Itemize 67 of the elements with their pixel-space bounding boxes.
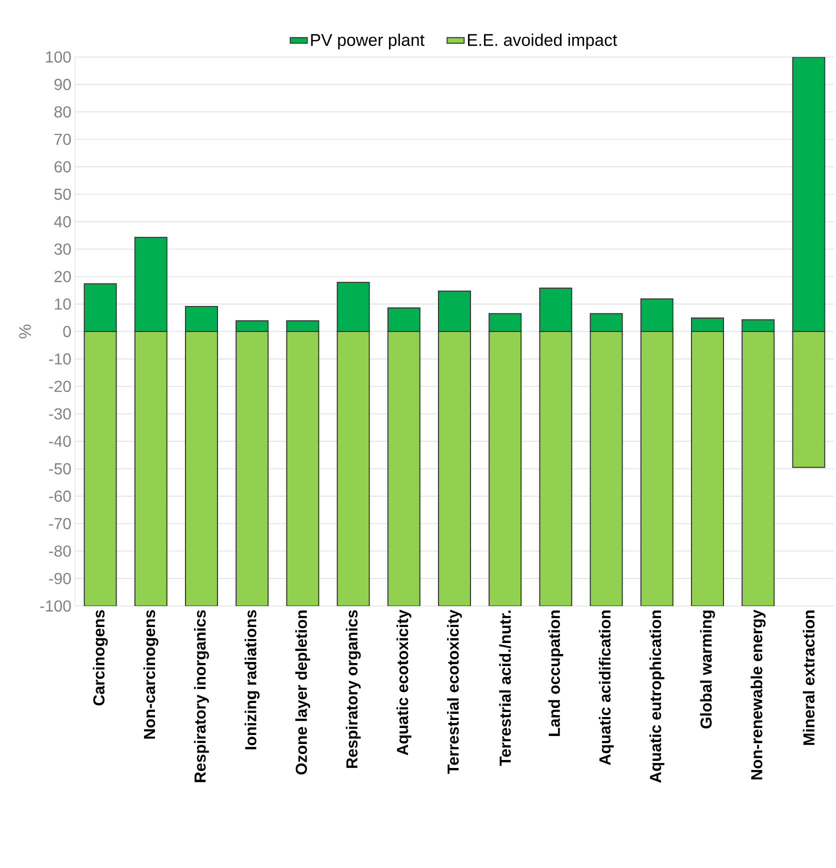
y-tick-label: 30 <box>54 244 71 255</box>
legend-label: E.E. avoided impact <box>468 34 618 50</box>
bar <box>84 331 116 606</box>
y-tick-label: -10 <box>49 353 71 365</box>
y-tick-label: 70 <box>54 134 71 145</box>
bar <box>792 56 826 332</box>
y-tick-label: -100 <box>40 600 71 612</box>
bar <box>540 331 572 606</box>
y-tick-label: 80 <box>54 106 71 118</box>
bar <box>185 306 218 332</box>
bar <box>134 236 168 332</box>
bar <box>488 313 522 332</box>
y-tick-label: -70 <box>49 518 71 530</box>
x-tick-label: Non-renewable energy <box>750 610 766 780</box>
x-tick-label: Land occupation <box>548 610 564 736</box>
y-tick-label: 40 <box>54 216 71 228</box>
bar <box>691 318 724 332</box>
bar <box>186 331 218 606</box>
x-tick-label: Carcinogens <box>92 610 108 706</box>
x-tick-label: Respiratory inorganics <box>194 610 209 782</box>
x-tick-label: Non-carcinogens <box>143 610 158 739</box>
bar <box>489 331 522 606</box>
bar <box>539 288 572 332</box>
bar <box>84 283 117 332</box>
y-tick-label: -20 <box>49 380 71 392</box>
x-tick-label: Global warming <box>700 610 715 728</box>
y-axis-title: % <box>19 324 31 338</box>
bar <box>286 331 319 606</box>
bar <box>792 330 826 468</box>
x-tick-label: Respiratory organics <box>346 610 361 768</box>
y-tick-label: -40 <box>49 436 71 447</box>
y-tick-label: 20 <box>54 270 71 282</box>
bar <box>692 331 724 606</box>
x-tick-label: Terrestrial ecotoxicity <box>447 610 462 774</box>
bar <box>236 331 268 606</box>
y-tick-label: -30 <box>49 408 71 420</box>
bar <box>336 282 370 332</box>
y-tick-label: -90 <box>49 572 71 584</box>
bar <box>590 331 622 606</box>
bar <box>388 331 420 606</box>
x-tick-label: Aquatic acidification <box>598 610 614 766</box>
bar <box>742 331 774 606</box>
bar <box>387 307 420 332</box>
y-tick-label: 60 <box>54 161 71 172</box>
x-tick-label: Aquatic ecotoxicity <box>396 610 412 756</box>
bar <box>590 313 623 332</box>
bar <box>640 331 673 606</box>
legend-label: PV power plant <box>311 34 424 50</box>
y-tick-label: 90 <box>54 78 71 90</box>
bar <box>640 298 674 332</box>
x-tick-label: Ionizing radiations <box>244 610 260 750</box>
x-tick-label: Terrestrial acid./nutr. <box>499 610 512 766</box>
bar <box>134 331 167 606</box>
x-tick-label: Mineral extraction <box>802 610 815 745</box>
y-tick-label: 50 <box>54 188 71 200</box>
bar <box>438 290 472 332</box>
bar <box>337 331 370 606</box>
y-tick-label: 10 <box>54 298 71 310</box>
x-tick-label: Ozone layer depletion <box>295 610 310 774</box>
bar <box>438 331 471 606</box>
y-tick-label: -50 <box>49 463 71 474</box>
y-tick-label: 0 <box>63 326 71 338</box>
y-tick-label: 100 <box>46 51 71 63</box>
y-tick-label: -80 <box>49 545 71 557</box>
bar <box>742 319 775 332</box>
y-tick-label: -60 <box>49 490 71 502</box>
x-tick-label: Aquatic eutrophication <box>649 610 664 783</box>
